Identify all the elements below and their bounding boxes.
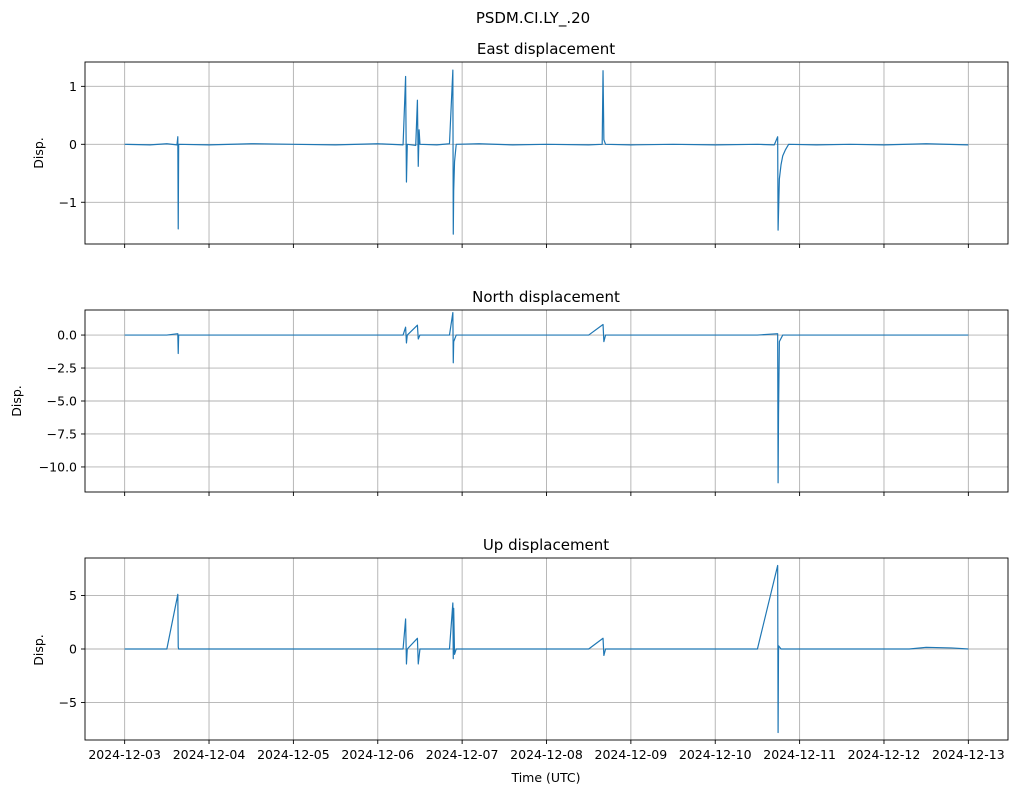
east-panel: East displacement Disp. 1 0 −1 bbox=[31, 40, 1009, 248]
x-tick-label: 2024-12-06 bbox=[341, 747, 414, 762]
north-panel-title: North displacement bbox=[472, 288, 620, 306]
north-panel: North displacement Disp. 0.0 −2.5 −5.0 −7.5… bbox=[9, 288, 1009, 496]
x-tick-label: 2024-12-04 bbox=[173, 747, 246, 762]
figure-title: PSDM.CI.LY_.20 bbox=[476, 9, 590, 28]
up-ylabel: Disp. bbox=[31, 634, 46, 666]
x-tick-label: 2024-12-07 bbox=[426, 747, 499, 762]
x-tick-label: 2024-12-08 bbox=[510, 747, 583, 762]
north-ytick-label: −10.0 bbox=[39, 459, 77, 474]
east-panel-title: East displacement bbox=[477, 40, 615, 58]
north-ylabel: Disp. bbox=[9, 385, 24, 417]
up-axes-frame bbox=[84, 557, 1009, 741]
east-displacement-line bbox=[124, 69, 969, 235]
x-tick-label: 2024-12-10 bbox=[679, 747, 752, 762]
north-ytick-label: 0.0 bbox=[57, 328, 77, 343]
north-ytick-label: −7.5 bbox=[47, 426, 77, 441]
x-tick-label: 2024-12-11 bbox=[763, 747, 836, 762]
east-ylabel: Disp. bbox=[31, 137, 46, 169]
up-panel-title: Up displacement bbox=[483, 536, 609, 554]
x-tick-label: 2024-12-13 bbox=[932, 747, 1005, 762]
up-ytick-label: 0 bbox=[69, 642, 77, 657]
x-axis-label: Time (UTC) bbox=[510, 770, 580, 785]
x-tick-label: 2024-12-05 bbox=[257, 747, 330, 762]
east-ytick-label: 0 bbox=[69, 137, 77, 152]
x-tick-label: 2024-12-03 bbox=[88, 747, 161, 762]
x-tick-label: 2024-12-12 bbox=[848, 747, 921, 762]
up-ytick-label: 5 bbox=[69, 588, 77, 603]
up-panel: Up displacement Disp. 2024-12-03 2024-12-… bbox=[31, 536, 1009, 762]
north-ytick-label: −5.0 bbox=[47, 394, 77, 409]
up-displacement-line bbox=[124, 564, 969, 734]
east-axes-frame bbox=[84, 61, 1009, 245]
east-ytick-label: 1 bbox=[69, 79, 77, 94]
east-ytick-label: −1 bbox=[59, 195, 77, 210]
north-displacement-line bbox=[124, 312, 969, 484]
north-ytick-label: −2.5 bbox=[47, 361, 77, 376]
up-ytick-label: −5 bbox=[59, 695, 77, 710]
north-axes-frame bbox=[84, 309, 1009, 493]
x-tick-label: 2024-12-09 bbox=[595, 747, 668, 762]
